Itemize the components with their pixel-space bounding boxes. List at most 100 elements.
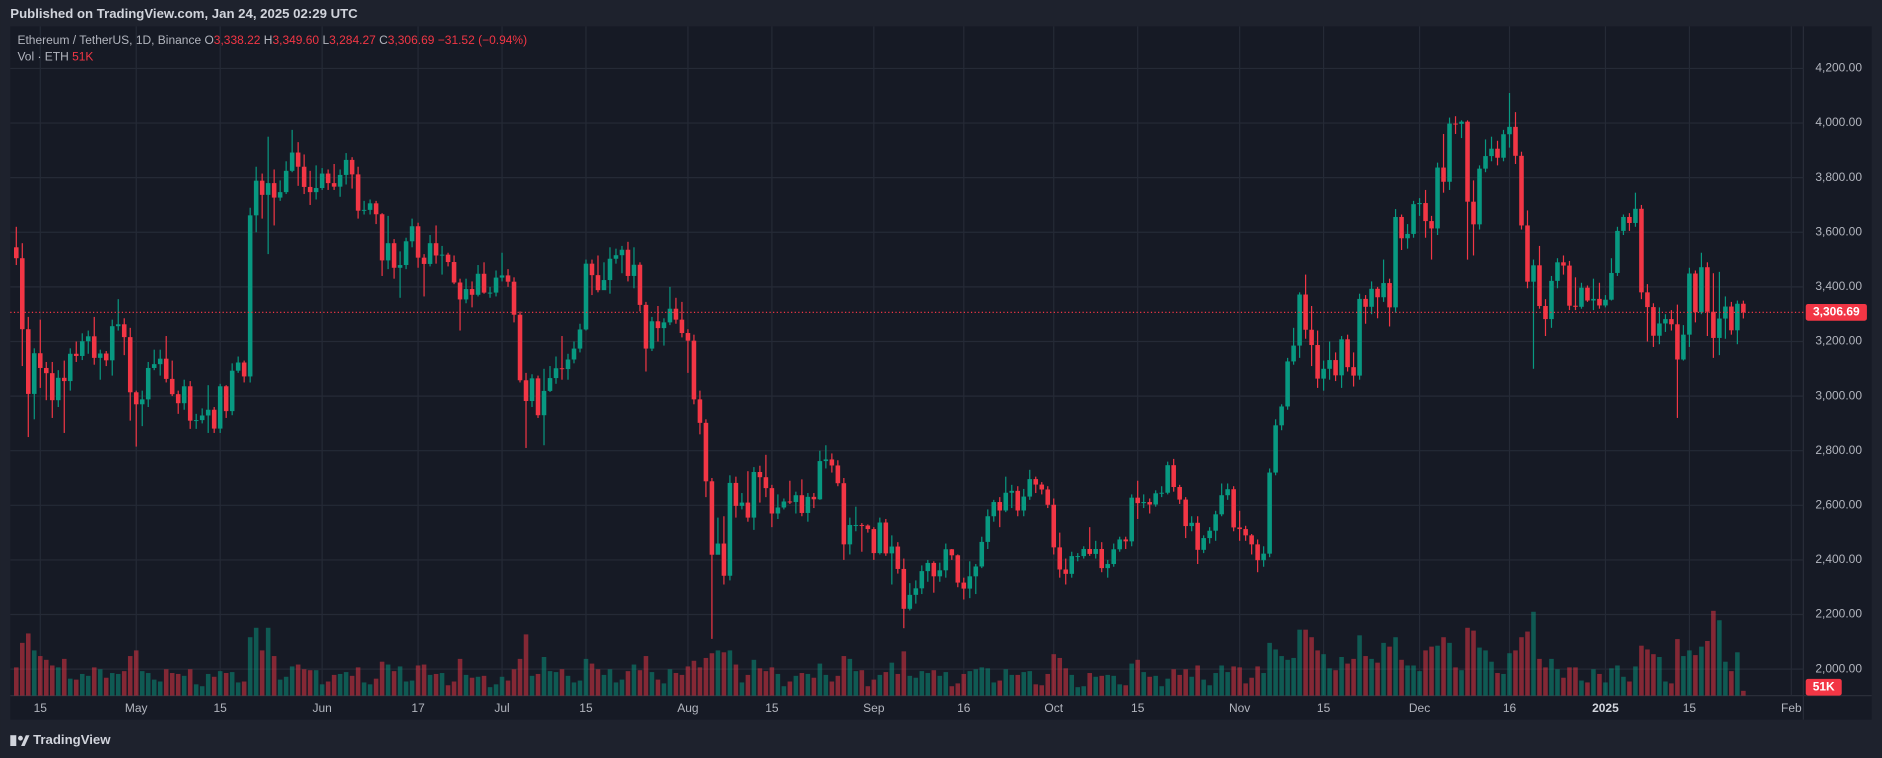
- candle-body: [589, 263, 595, 276]
- volume-bar: [805, 673, 811, 696]
- volume-last-label: 51K: [1813, 679, 1835, 693]
- candle-body: [1441, 167, 1446, 182]
- candle-body: [715, 543, 721, 555]
- candle-body: [1579, 287, 1584, 307]
- volume-bar: [553, 672, 559, 696]
- volume-bar: [1267, 642, 1272, 696]
- candle-body: [925, 562, 931, 572]
- candle-body: [871, 529, 877, 554]
- volume-bar: [457, 658, 463, 696]
- candle-body: [295, 152, 301, 167]
- volume-bar: [865, 686, 871, 696]
- candle-body: [271, 183, 277, 198]
- candle-body: [193, 420, 199, 422]
- candle-body: [967, 576, 973, 589]
- candle-body: [367, 203, 373, 210]
- volume-bar: [31, 650, 37, 696]
- candle-body: [1561, 262, 1566, 266]
- candle-body: [247, 215, 253, 377]
- candle-body: [1435, 167, 1440, 229]
- candle-body: [1327, 360, 1332, 369]
- volume-bar: [481, 675, 487, 696]
- legend-key: C: [379, 33, 388, 47]
- volume-bar: [1195, 665, 1200, 696]
- x-tick-label: Jun: [312, 701, 331, 715]
- volume-bar: [235, 682, 241, 696]
- candle-body: [1237, 527, 1242, 530]
- volume-bar: [607, 669, 613, 696]
- volume-bar: [697, 667, 703, 696]
- candle-body: [757, 472, 763, 478]
- y-tick-label: 2,600.00: [1815, 497, 1862, 511]
- candle-body: [1525, 225, 1530, 282]
- candle-body: [985, 516, 991, 542]
- volume-bar: [745, 674, 751, 696]
- candle-body: [697, 399, 703, 423]
- volume-bar: [97, 669, 103, 696]
- candle-body: [1285, 361, 1290, 407]
- volume-bar: [1009, 674, 1015, 696]
- volume-bar: [997, 680, 1003, 696]
- candle-body: [1735, 303, 1740, 331]
- legend-value: 3,306.69: [388, 33, 435, 47]
- candle-body: [1411, 204, 1416, 234]
- volume-bar: [313, 670, 319, 696]
- candle-body: [1519, 155, 1524, 226]
- volume-bar: [1321, 654, 1326, 696]
- candle-body: [1645, 292, 1650, 308]
- volume-bar: [289, 666, 295, 696]
- volume-layer: [14, 610, 1746, 696]
- volume-bar: [1357, 635, 1362, 696]
- volume-bar: [343, 672, 349, 696]
- candle-body: [1105, 564, 1110, 569]
- volume-bar: [1507, 653, 1512, 696]
- candle-body: [1585, 287, 1590, 301]
- volume-bar: [559, 669, 565, 696]
- volume-bar: [1537, 658, 1542, 696]
- candle-body: [1123, 539, 1128, 542]
- volume-bar: [403, 681, 409, 696]
- volume-bar: [1369, 658, 1374, 696]
- candle-body: [1699, 267, 1704, 313]
- candle-body: [385, 243, 391, 261]
- candle-body: [1459, 121, 1464, 124]
- candle-body: [1339, 339, 1344, 376]
- volume-bar: [1585, 682, 1590, 696]
- volume-bar: [1711, 610, 1716, 696]
- volume-bar: [985, 668, 991, 696]
- volume-bar: [709, 653, 715, 696]
- candle-body: [1063, 569, 1069, 574]
- volume-bar: [1645, 649, 1650, 696]
- candle-body: [79, 341, 85, 356]
- candle-body: [463, 289, 469, 300]
- candle-body: [1405, 233, 1410, 239]
- volume-bar: [1549, 658, 1554, 696]
- candle-body: [331, 183, 337, 187]
- volume-bar: [1465, 627, 1470, 696]
- volume-bar: [901, 651, 907, 696]
- volume-bar: [205, 673, 211, 696]
- volume-bar: [979, 667, 985, 696]
- volume-bar: [1315, 650, 1320, 696]
- volume-bar: [1717, 620, 1722, 696]
- volume-bar: [67, 678, 73, 696]
- volume-bar: [541, 656, 547, 696]
- volume-bar: [1423, 650, 1428, 696]
- candle-body: [1231, 489, 1236, 528]
- candle-body: [583, 263, 589, 330]
- candle-body: [127, 337, 133, 393]
- candle-body: [943, 549, 949, 571]
- volume-bar: [1573, 667, 1578, 696]
- volume-bar: [1045, 673, 1051, 696]
- volume-bar: [1393, 637, 1398, 696]
- candle-body: [571, 348, 577, 360]
- volume-bar: [1201, 679, 1206, 696]
- volume-bar: [1621, 676, 1626, 696]
- candle-body: [1081, 549, 1087, 557]
- candle-body: [895, 546, 901, 569]
- candle-body: [721, 543, 727, 576]
- volume-bar: [907, 675, 913, 696]
- candle-body: [199, 415, 205, 421]
- candle-body: [61, 377, 67, 382]
- volume-bar: [511, 669, 517, 696]
